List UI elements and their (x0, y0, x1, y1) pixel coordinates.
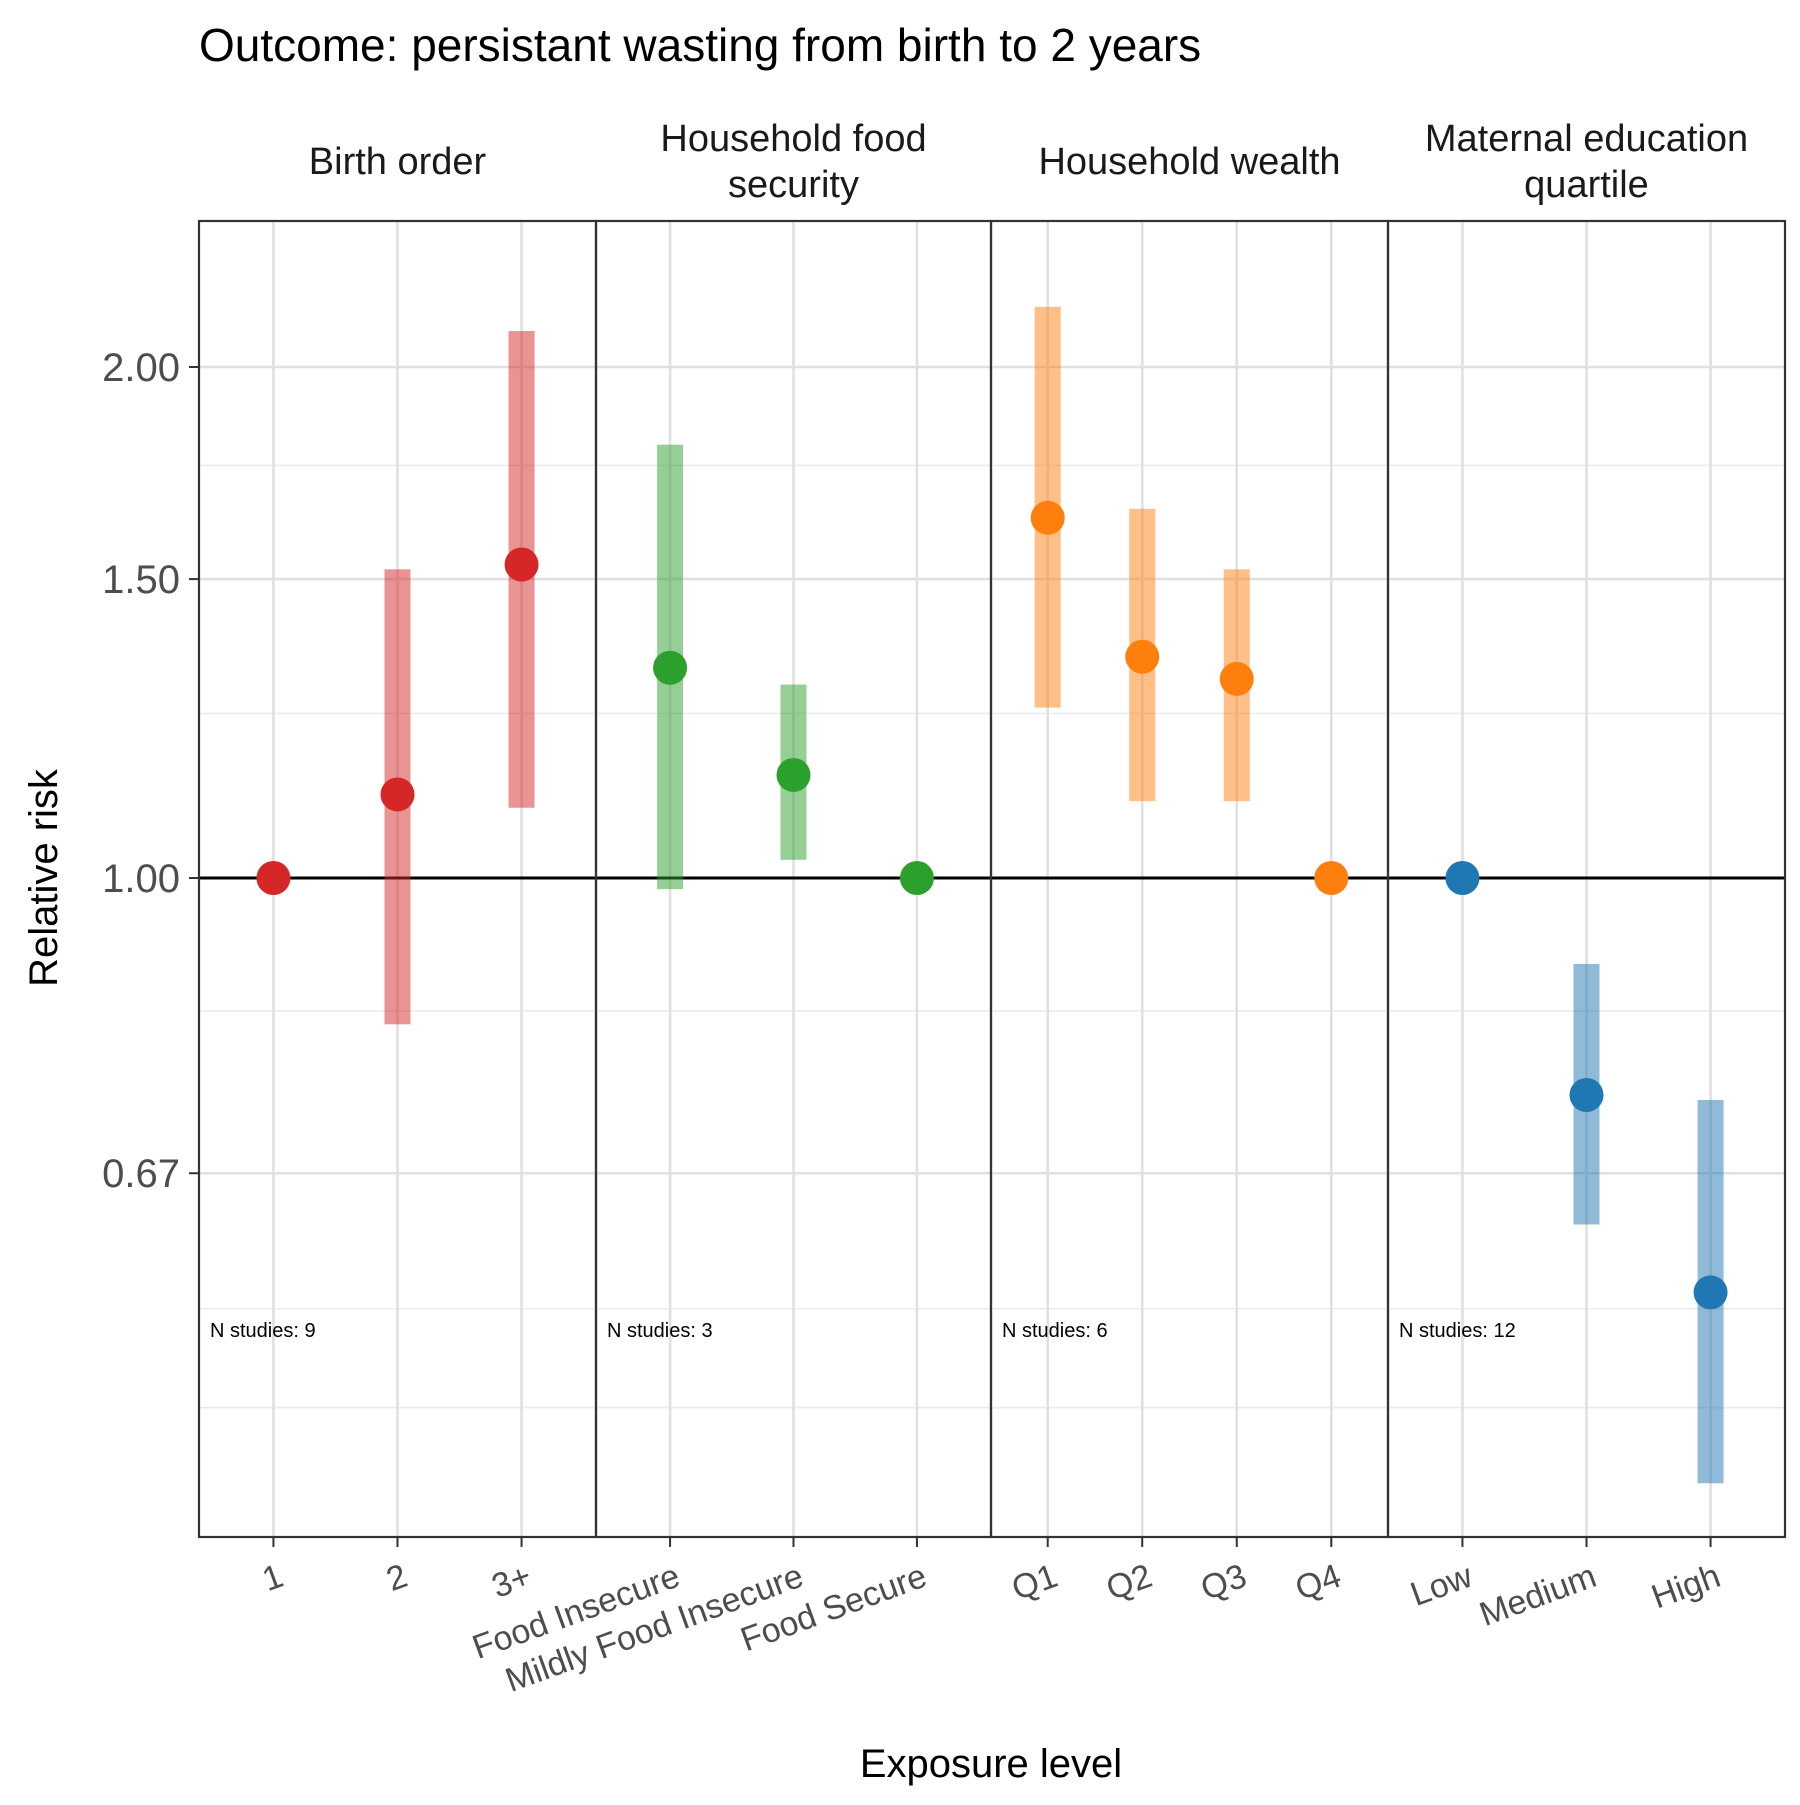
point-estimate (653, 650, 688, 685)
facet-strip-label: Birth order (309, 141, 487, 183)
n-studies-label: N studies: 9 (210, 1320, 316, 1342)
point-estimate (256, 861, 291, 895)
y-tick-label: 0.67 (102, 1152, 180, 1196)
n-studies-label: N studies: 3 (607, 1320, 713, 1342)
facet-strip-label: Household food security (660, 118, 926, 206)
point-estimate (504, 547, 539, 582)
chart-title: Outcome: persistant wasting from birth t… (199, 19, 1201, 71)
point-estimate (776, 757, 811, 792)
y-axis-title: Relative risk (22, 768, 66, 987)
n-studies-label: N studies: 12 (1399, 1320, 1516, 1342)
panel-border (1386, 219, 1787, 1539)
facet-strip-line: Birth order (309, 141, 487, 183)
n-studies-label: N studies: 6 (1002, 1320, 1108, 1342)
point-estimate (1693, 1275, 1728, 1310)
point-estimate (1125, 639, 1160, 674)
point-estimate (1314, 861, 1349, 895)
y-axis: 2.00 1.50 1.00 0.67 (102, 346, 199, 1196)
point-estimate (1445, 861, 1480, 895)
point-estimate (1030, 500, 1065, 535)
point-estimate (1219, 661, 1254, 696)
facet-strip-line: security (728, 164, 859, 206)
facet-strip-line: Household food (660, 118, 926, 160)
point-estimate (1569, 1078, 1604, 1113)
point-estimate (899, 861, 934, 895)
facet-strip-line: quartile (1524, 164, 1649, 206)
y-tick-label: 1.00 (102, 857, 180, 901)
facet-strip-line: Maternal education (1425, 118, 1748, 160)
y-tick-label: 2.00 (102, 346, 180, 390)
y-tick-label: 1.50 (102, 558, 180, 602)
x-axis-title: Exposure level (860, 1742, 1122, 1786)
facet-strip-line: Household wealth (1038, 141, 1340, 183)
facet-strip-label: Household wealth (1038, 141, 1340, 183)
point-estimate (380, 777, 415, 812)
facet-strip-label: Maternal education quartile (1425, 118, 1748, 206)
